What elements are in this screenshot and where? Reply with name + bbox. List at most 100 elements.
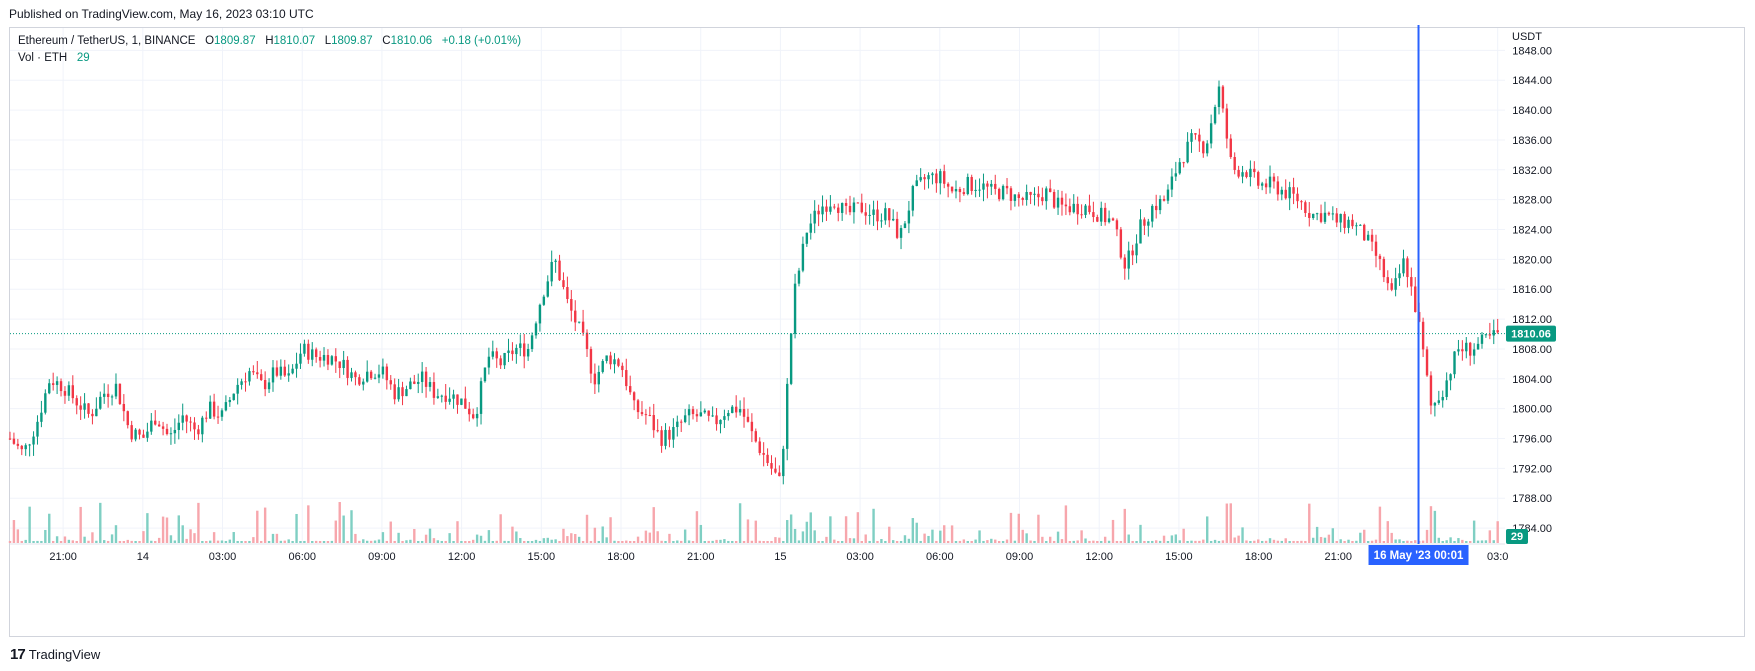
volume-bar <box>256 510 259 543</box>
volume-bar <box>1249 540 1252 543</box>
volume-value: 29 <box>76 52 90 64</box>
volume-bar <box>1092 540 1095 543</box>
candle-body <box>487 356 491 368</box>
candle-body <box>672 427 675 440</box>
volume-bar <box>36 540 39 543</box>
candle-body <box>1005 185 1009 189</box>
candle-body <box>260 374 263 380</box>
y-tick-label: 1836.00 <box>1512 135 1552 147</box>
volume-bar <box>868 540 871 543</box>
volume-bar <box>919 540 922 543</box>
candle-body <box>817 210 820 215</box>
candle-body <box>28 444 31 446</box>
candle-body <box>632 392 636 401</box>
candle-body <box>523 343 526 357</box>
volume-bar <box>1280 540 1283 543</box>
volume-bar <box>577 536 581 543</box>
volume-bar <box>994 539 997 543</box>
volume-bar <box>758 540 761 543</box>
candle-body <box>687 409 691 416</box>
candle-body <box>373 377 377 379</box>
volume-bar <box>201 540 204 543</box>
volume-bar <box>318 540 322 543</box>
x-tick-label: 18:00 <box>607 551 635 563</box>
candle-body <box>715 415 718 425</box>
candle-body <box>797 270 801 284</box>
candle-body <box>1135 243 1138 256</box>
legend-symbol: Ethereum / TetherUS, 1, BINANCE <box>18 35 196 47</box>
volume-bar <box>1406 540 1409 543</box>
candle-body <box>1406 258 1409 278</box>
candle-body <box>342 359 345 369</box>
volume-bar <box>1084 538 1087 543</box>
volume-bar <box>106 540 110 543</box>
volume-bar <box>1088 540 1091 543</box>
footer-brand[interactable]: 17 TradingView <box>10 646 100 663</box>
volume-bar <box>1319 536 1323 543</box>
candle-body <box>546 281 549 297</box>
volume-bar <box>1457 538 1460 543</box>
candle-body <box>420 371 424 382</box>
candle-body <box>786 383 789 449</box>
candle-body <box>444 395 447 402</box>
volume-bar <box>79 506 82 543</box>
candle-body <box>8 438 12 440</box>
x-tick-label: 06:00 <box>288 551 316 563</box>
candle-body <box>1429 375 1433 406</box>
volume-bar <box>193 533 196 543</box>
volume-bar <box>778 537 781 543</box>
volume-bar <box>464 541 467 543</box>
volume-bar <box>165 517 169 543</box>
volume-bar <box>856 512 860 543</box>
volume-bar <box>122 540 126 543</box>
candle-body <box>1370 234 1374 242</box>
candle-body <box>648 415 652 417</box>
candle-body <box>1363 224 1366 241</box>
candle-body <box>774 468 777 473</box>
volume-bar <box>526 540 530 543</box>
volume-bar <box>628 540 632 543</box>
candle-body <box>931 173 934 176</box>
candle-body <box>1280 189 1283 195</box>
candle-body <box>762 452 765 455</box>
volume-bar <box>931 529 934 543</box>
volume-bar <box>1060 539 1064 543</box>
candle-body <box>448 398 451 402</box>
candle-body <box>876 209 879 222</box>
candle-body <box>884 208 887 221</box>
candle-body <box>169 433 173 435</box>
volume-bar <box>734 540 738 543</box>
candle-body <box>1249 168 1252 178</box>
volume-bar <box>24 539 27 543</box>
candle-body <box>208 401 212 419</box>
candle-body <box>1084 205 1087 215</box>
candle-body <box>621 365 624 371</box>
candle-body <box>1115 220 1119 230</box>
candle-body <box>1202 141 1205 154</box>
x-tick-label: 09:00 <box>368 551 396 563</box>
candle-body <box>334 356 337 362</box>
candle-body <box>322 354 326 361</box>
volume-bar <box>1100 540 1103 543</box>
published-line: Published on TradingView.com, May 16, 20… <box>9 7 314 21</box>
volume-bar <box>1268 538 1272 543</box>
candle-body <box>750 421 754 432</box>
candle-body <box>719 419 722 425</box>
volume-bar <box>997 541 1001 543</box>
volume-bar <box>962 539 966 543</box>
candle-body <box>1272 176 1276 182</box>
candle-body <box>605 355 608 362</box>
volume-bar <box>770 540 773 543</box>
candle-body <box>1037 193 1040 198</box>
candle-body <box>903 223 907 229</box>
volume-bar <box>326 541 330 543</box>
candle-body <box>711 415 714 417</box>
volume-bar <box>12 520 16 543</box>
candle-body <box>664 429 667 446</box>
volume-bar <box>1190 540 1193 543</box>
candle-body <box>99 396 102 409</box>
volume-bar <box>1174 534 1178 543</box>
volume-bar <box>1441 541 1444 543</box>
volume-bar <box>1076 540 1079 543</box>
